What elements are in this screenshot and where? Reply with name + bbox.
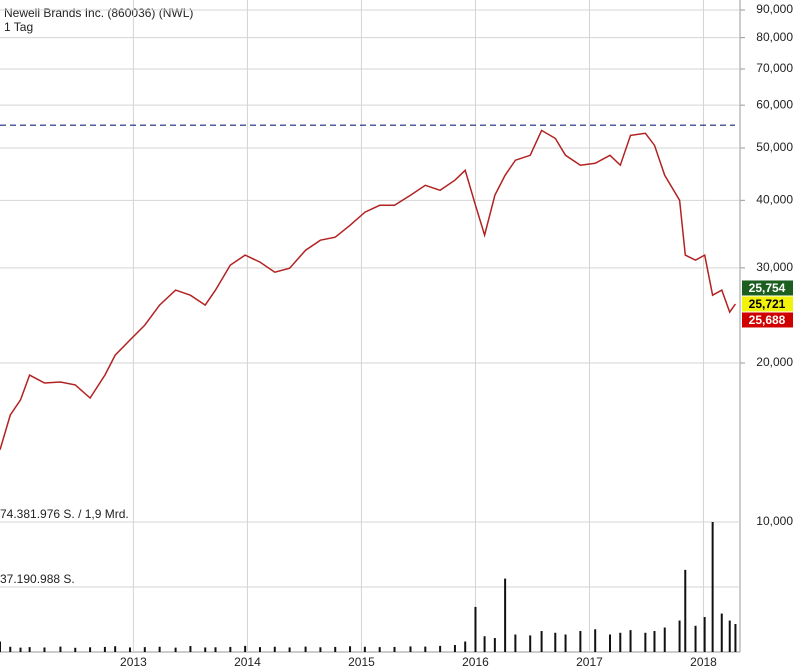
price-label: 25,721 [749, 297, 786, 311]
volume-bar [453, 645, 456, 652]
volume-bar [74, 647, 77, 652]
volume-axis-label: 10,000 [756, 514, 793, 528]
volume-bar [229, 646, 232, 652]
volume-bar [189, 646, 192, 652]
volume-bar [579, 631, 582, 652]
volume-bar [424, 646, 427, 652]
volume-bar [720, 613, 723, 652]
volume-bar [258, 647, 261, 652]
y-tick-label: 90,000 [756, 2, 793, 16]
volume-bar [734, 624, 737, 652]
volume-bar [288, 647, 291, 652]
volume-bar [174, 647, 177, 652]
x-tick-label: 2018 [690, 655, 717, 669]
y-tick-label: 74.381.976 S. / 1,9 Mrd. [0, 507, 129, 521]
y-tick-label: 40,000 [756, 193, 793, 207]
volume-bar [89, 647, 92, 652]
chart-subtitle: 1 Tag [4, 20, 33, 34]
volume-bar [493, 638, 496, 652]
volume-bar [564, 634, 567, 652]
volume-bar [304, 646, 307, 652]
volume-bar [529, 635, 532, 652]
volume-bar [319, 647, 322, 652]
volume-bar [609, 634, 612, 652]
volume-bar [334, 646, 337, 652]
y-tick-label: 50,000 [756, 140, 793, 154]
y-tick-label: 80,000 [756, 30, 793, 44]
volume-bar [143, 647, 146, 652]
y-tick-label: 20,000 [756, 355, 793, 369]
volume-bar [204, 647, 207, 652]
volume-bar [694, 625, 697, 652]
volume-bar [19, 647, 22, 652]
x-tick-label: 2015 [348, 655, 375, 669]
volume-bar [678, 620, 681, 652]
volume-bar [663, 627, 666, 652]
volume-bar [0, 641, 1, 652]
volume-bar [363, 646, 366, 652]
volume-bar [439, 645, 442, 652]
volume-bar [540, 631, 543, 652]
volume-bar [378, 647, 381, 652]
volume-bar [409, 646, 412, 652]
volume-bar [273, 646, 276, 652]
volume-bar [474, 606, 477, 652]
volume-bar [653, 631, 656, 652]
y-tick-label: 30,000 [756, 260, 793, 274]
volume-bar [349, 646, 352, 652]
price-label-box [742, 296, 793, 312]
volume-bar [619, 632, 622, 652]
volume-bar [43, 647, 46, 652]
x-tick-label: 2013 [120, 655, 147, 669]
volume-bar [594, 629, 597, 652]
volume-bar [28, 647, 31, 652]
volume-bar [711, 522, 714, 652]
volume-bar [703, 617, 706, 652]
price-label: 25,688 [749, 313, 786, 327]
volume-bar [629, 630, 632, 652]
volume-bar [483, 636, 486, 652]
price-label-box [742, 312, 793, 328]
volume-bar [393, 646, 396, 652]
chart-title: Newell Brands Inc. (860036) (NWL) [4, 6, 193, 20]
x-tick-label: 2017 [576, 655, 603, 669]
volume-bar [554, 632, 557, 652]
volume-bar [504, 578, 507, 652]
volume-bar [514, 634, 517, 652]
volume-bar [728, 620, 731, 652]
volume-bar [464, 641, 467, 652]
volume-bar [114, 646, 117, 652]
volume-bar [244, 645, 247, 652]
volume-bar [644, 632, 647, 652]
x-tick-label: 2014 [234, 655, 261, 669]
price-line [0, 129, 737, 451]
price-label-box [742, 280, 793, 296]
volume-bar [103, 646, 106, 652]
y-tick-label: 60,000 [756, 97, 793, 111]
volume-bar [158, 646, 161, 652]
x-tick-label: 2016 [462, 655, 489, 669]
volume-bar [684, 569, 687, 652]
y-tick-label: 37.190.988 S. [0, 572, 75, 586]
volume-bar [214, 647, 217, 652]
volume-bar [9, 646, 12, 652]
y-tick-label: 70,000 [756, 61, 793, 75]
price-label: 25,754 [749, 281, 786, 295]
volume-bar [59, 646, 62, 652]
volume-bar [128, 647, 131, 652]
